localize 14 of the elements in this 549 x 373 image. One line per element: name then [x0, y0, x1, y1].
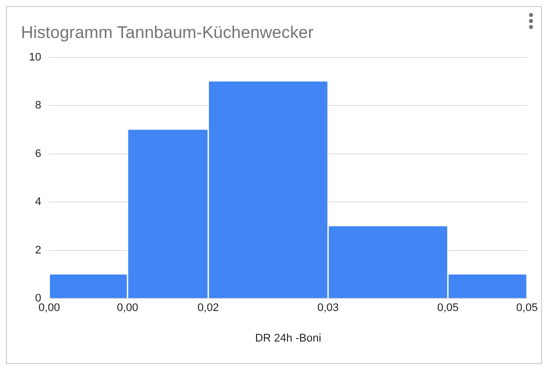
x-tick-label: 0,00 — [116, 302, 138, 314]
x-tick-label: 0,02 — [198, 302, 219, 314]
y-tick-label: 4 — [35, 196, 42, 208]
chart-title: Histogramm Tannbaum-Küchenwecker — [21, 22, 314, 42]
y-tick-label: 10 — [28, 51, 42, 64]
x-tick-label: 0,00 — [38, 302, 60, 314]
y-tick-label: 6 — [35, 148, 42, 160]
x-tick-label: 0,03 — [317, 302, 339, 314]
y-tick-label: 0 — [35, 292, 42, 305]
y-tick-label: 2 — [35, 244, 42, 256]
x-axis-title: DR 24h -Boni — [255, 332, 322, 344]
y-tick-label: 8 — [35, 100, 42, 112]
x-tick-label: 0,05 — [437, 302, 459, 314]
x-tick-label: 0,05 — [516, 302, 538, 314]
